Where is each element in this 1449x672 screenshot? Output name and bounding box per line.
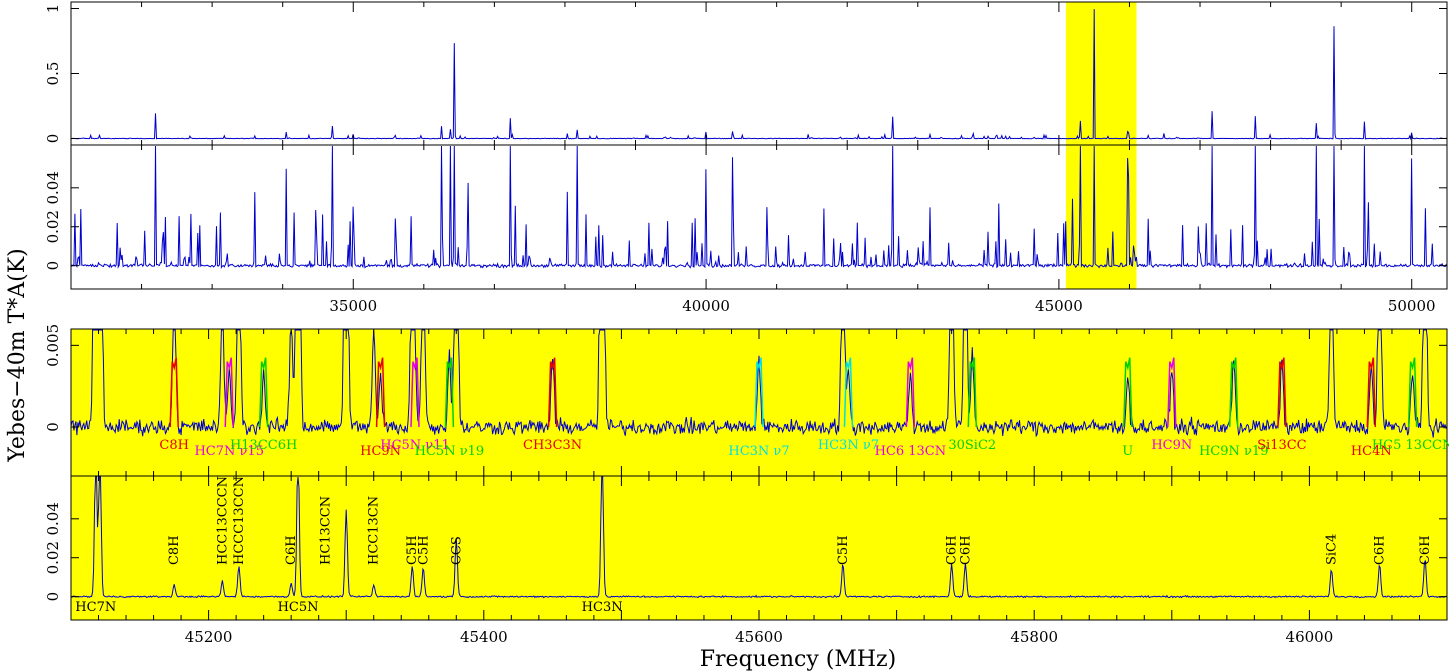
molecule-label: HC3N ν7 xyxy=(818,438,879,453)
molecule-label: HC5N ν19 xyxy=(415,444,485,459)
x-tick-label: 45200 xyxy=(185,628,233,646)
x-tick-label: 46000 xyxy=(1286,628,1334,646)
molecule-label: Si13CC xyxy=(1257,438,1307,453)
y-tick-label: 0.04 xyxy=(44,171,62,204)
molecule-label: C8H xyxy=(159,438,189,453)
panel-frame xyxy=(70,1,1448,146)
line-highlight-mark xyxy=(169,357,179,428)
x-tick-label: 45600 xyxy=(735,628,783,646)
molecule-label: 30SiC2 xyxy=(948,438,996,453)
x-axis-title: Frequency (MHz) xyxy=(700,647,896,672)
molecule-label: HC4N xyxy=(1351,444,1392,459)
molecule-label: HC13CCN xyxy=(319,496,334,565)
line-highlight-mark xyxy=(258,357,269,428)
molecule-label: HC7N ν15 xyxy=(194,444,264,459)
y-axis-title: Yebes−40m T*A(K) xyxy=(5,248,30,462)
y-tick-label: 1 xyxy=(44,4,62,14)
line-highlight-mark xyxy=(410,357,420,428)
x-tick-label: 50000 xyxy=(1388,297,1436,315)
panel-background xyxy=(71,476,1447,620)
molecule-label: U xyxy=(1122,444,1133,459)
line-highlight-mark xyxy=(224,357,234,428)
molecule-label: C6H xyxy=(1373,535,1388,565)
molecule-label: HC7N xyxy=(75,600,116,615)
spectrum-trace xyxy=(70,145,1448,269)
molecule-label: HC5N xyxy=(278,600,319,615)
spectrum-trace xyxy=(71,9,1448,141)
molecule-label: HC6 13CN xyxy=(875,444,947,459)
line-highlight-mark xyxy=(754,357,764,428)
molecule-label: C8H xyxy=(167,535,182,565)
y-tick-label: 0 xyxy=(44,422,62,432)
chart-panels: 0 0.5 1 0 0.02 0.04 35000 40000 45000 50000 0 0.005… xyxy=(44,1,1449,646)
spectrum-trace xyxy=(70,476,1448,599)
panel-frame xyxy=(70,144,1448,290)
molecule-label: HC9N xyxy=(1151,438,1192,453)
y-tick-label: 0.5 xyxy=(44,62,62,86)
line-highlight-mark xyxy=(1167,357,1177,428)
molecule-label: C6H xyxy=(1418,535,1433,565)
molecule-label: HC9N ν19 xyxy=(1199,444,1269,459)
molecule-label: SiC4 xyxy=(1324,534,1339,565)
x-tick-label: 40000 xyxy=(682,297,730,315)
line-highlight-mark xyxy=(375,357,386,428)
line-highlight-mark xyxy=(1123,357,1133,428)
highlight-band xyxy=(1065,145,1137,289)
molecule-label: C5H xyxy=(405,535,420,565)
x-tick-label: 45000 xyxy=(1035,297,1083,315)
molecule-label: HC3N ν7 xyxy=(728,444,789,459)
line-highlight-mark xyxy=(843,357,854,428)
x-tick-label: 45800 xyxy=(1010,628,1058,646)
y-tick-label: 0 xyxy=(44,134,62,144)
x-tick-label: 45400 xyxy=(460,628,508,646)
y-tick-label: 0.005 xyxy=(44,324,62,367)
panel-background xyxy=(71,329,1447,476)
molecule-label: HC9N xyxy=(360,444,401,459)
molecule-label: HCC13CN xyxy=(367,496,382,565)
molecule-label: C5H xyxy=(836,535,851,565)
molecule-label: HC5 13CCN xyxy=(1372,438,1449,453)
molecule-label: C6H xyxy=(958,535,973,565)
spectrum-trace xyxy=(70,329,1448,438)
molecule-label: HCC13CCCN xyxy=(215,476,230,565)
molecule-label: HC5N ν11 xyxy=(380,438,450,453)
molecule-label: C6H xyxy=(284,535,299,565)
y-tick-label: 0.02 xyxy=(44,541,62,574)
molecule-label: C6H xyxy=(945,535,960,565)
y-tick-label: 0 xyxy=(44,592,62,602)
molecule-label: HC3N xyxy=(582,600,623,615)
molecule-label: C5H xyxy=(416,535,431,565)
line-highlight-mark xyxy=(547,357,558,428)
line-highlight-mark xyxy=(1277,357,1287,428)
highlight-band xyxy=(1065,2,1137,145)
line-highlight-mark xyxy=(1407,357,1418,428)
molecule-label: CH3C3N xyxy=(523,438,582,453)
molecule-label: H13CC6H xyxy=(230,438,297,453)
y-tick-label: 0 xyxy=(44,261,62,271)
line-highlight-mark xyxy=(1366,357,1377,428)
line-highlight-mark xyxy=(905,357,916,428)
x-tick-label: 35000 xyxy=(329,297,377,315)
line-highlight-mark xyxy=(1228,357,1239,428)
line-highlight-mark xyxy=(967,357,978,428)
y-tick-label: 0.02 xyxy=(44,210,62,243)
molecule-label: CCS xyxy=(449,536,464,565)
molecule-label: HCCC13CCN xyxy=(232,476,247,565)
line-highlight-mark xyxy=(444,357,455,428)
y-tick-label: 0.04 xyxy=(44,502,62,535)
